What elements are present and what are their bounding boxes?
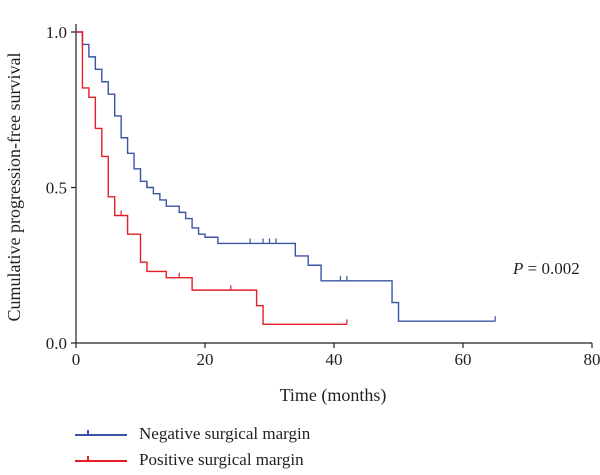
x-axis-label: Time (months) [280, 385, 387, 406]
legend-item-negative: Negative surgical margin [75, 424, 310, 444]
p-value-annotation: P = 0.002 [512, 259, 580, 278]
x-tick-label: 60 [455, 350, 472, 369]
y-axis-label: Cumulative progression-free survival [4, 53, 24, 322]
x-tick-label: 40 [326, 350, 343, 369]
y-tick-label: 1.0 [46, 23, 67, 42]
legend-label-positive: Positive surgical margin [139, 450, 304, 469]
y-tick-label: 0.0 [46, 334, 67, 353]
series-line-negative [76, 31, 496, 322]
x-tick-label: 80 [584, 350, 600, 369]
p-value: = 0.002 [523, 259, 579, 278]
legend-label-negative: Negative surgical margin [139, 424, 311, 443]
p-symbol: P [512, 259, 523, 278]
series-line-positive [76, 31, 347, 326]
legend-swatch-positive [75, 452, 127, 468]
legend-item-positive: Positive surgical margin [75, 450, 304, 470]
plot-area [76, 31, 496, 326]
legend-swatch-negative [75, 426, 127, 442]
x-tick-label: 0 [72, 350, 81, 369]
y-tick-label: 0.5 [46, 179, 67, 198]
x-tick-label: 20 [197, 350, 214, 369]
axes: 0 20 40 60 80 0.0 0.5 1.0 [46, 23, 600, 369]
